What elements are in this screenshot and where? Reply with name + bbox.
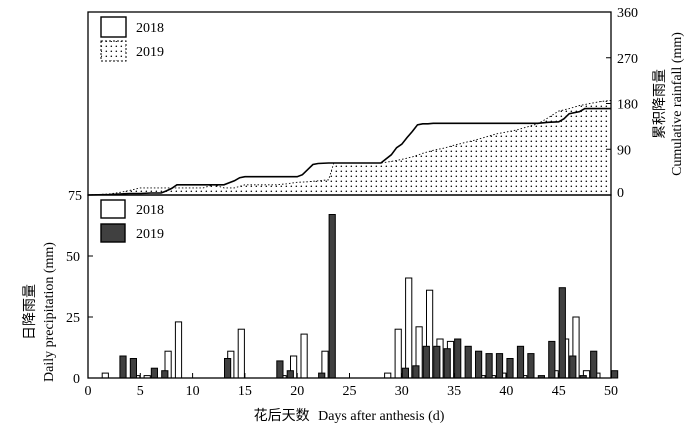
x-tick-label: 0 — [85, 384, 92, 399]
bar-2019 — [558, 287, 566, 379]
bar-2019 — [611, 370, 619, 379]
bar-2019 — [129, 358, 138, 379]
bar-2019 — [328, 214, 336, 379]
bar-2019 — [454, 338, 462, 379]
right-axis-ticks: 0 90 180 270 360 — [606, 6, 638, 201]
x-tick-label: 20 — [290, 384, 304, 399]
right-axis-title-cn: 累积降雨量 — [652, 69, 668, 139]
bar-2019 — [464, 345, 472, 379]
bar-2019 — [590, 350, 598, 379]
x-tick-label: 50 — [604, 384, 618, 399]
right-axis-title-en: Cumulative rainfall (mm) — [670, 32, 685, 176]
legend-label-2019: 2019 — [136, 45, 164, 60]
legend-swatch-2019-bar — [100, 223, 126, 243]
x-axis-title-cn: 花后天数 — [254, 408, 310, 424]
top-panel: 0 90 180 270 360 75 2018 2019 累积降雨量 Cumulati… — [68, 6, 685, 204]
legend-swatch-2019-area — [100, 40, 127, 62]
left-axis-title-cn: 日降雨量 — [22, 284, 38, 340]
bar-2019 — [318, 372, 326, 379]
left-tick-label: 50 — [66, 250, 80, 265]
bar-2019 — [548, 340, 556, 379]
series-2018-cumulative-line — [87, 107, 611, 196]
bar-2019 — [485, 353, 493, 379]
x-tick-label: 15 — [238, 384, 252, 399]
bar-2019 — [569, 355, 577, 379]
left-tick-label: 25 — [66, 311, 80, 326]
legend-swatch-2018-bar — [100, 199, 126, 219]
top-left-label: 75 — [68, 189, 82, 204]
bar-2019 — [443, 348, 451, 379]
x-axis-title: 花后天数 Days after anthesis (d) — [254, 408, 445, 424]
x-axis-ticks: 0 5 10 15 20 25 30 35 40 45 50 — [85, 373, 618, 399]
bar-2019 — [412, 365, 420, 379]
bar-2018 — [174, 321, 183, 379]
bar-2019 — [422, 345, 430, 379]
legend-label-2019: 2019 — [136, 227, 164, 242]
x-tick-label: 30 — [395, 384, 409, 399]
bar-2019 — [119, 355, 127, 379]
legend-label-2018: 2018 — [136, 21, 164, 36]
right-tick-label: 270 — [617, 52, 638, 67]
bar-2019 — [286, 370, 294, 379]
series-2019-cumulative-area — [87, 99, 612, 196]
bar-2019 — [401, 367, 409, 379]
bar-2019 — [527, 353, 535, 379]
bar-2018 — [394, 328, 402, 379]
bar-2018 — [384, 372, 392, 379]
bottom-plot-frame — [87, 194, 612, 379]
bar-2018 — [300, 333, 308, 379]
right-tick-label: 90 — [617, 143, 631, 158]
right-tick-label: 180 — [617, 98, 638, 113]
left-tick-label: 0 — [73, 372, 80, 387]
left-axis-ticks: 0 25 50 — [66, 194, 93, 387]
x-tick-label: 45 — [552, 384, 566, 399]
bottom-legend: 2018 2019 — [100, 199, 164, 243]
x-tick-label: 5 — [137, 384, 144, 399]
bar-2018 — [237, 328, 245, 379]
bar-2019 — [495, 353, 504, 379]
bottom-panel: 0 25 50 0 5 10 15 20 25 30 35 40 45 50 2018 2019 日降雨… — [22, 194, 619, 424]
right-tick-label: 0 — [617, 186, 624, 201]
x-axis-title-en: Days after anthesis (d) — [318, 409, 445, 424]
bar-2019 — [516, 345, 525, 379]
bar-2018 — [405, 277, 413, 379]
bar-2019 — [433, 345, 441, 379]
bar-2019 — [224, 358, 232, 379]
bar-2019 — [276, 360, 284, 379]
top-legend: 2018 2019 — [100, 16, 164, 62]
x-tick-label: 40 — [499, 384, 513, 399]
bar-2019 — [150, 367, 159, 379]
x-tick-label: 25 — [343, 384, 357, 399]
bar-2019 — [161, 370, 169, 379]
x-tick-label: 10 — [186, 384, 200, 399]
legend-swatch-2018-line — [100, 16, 127, 38]
bar-2018 — [101, 372, 109, 379]
legend-label-2018: 2018 — [136, 203, 164, 218]
bar-2019 — [506, 358, 514, 379]
bar-2019 — [475, 350, 483, 379]
right-tick-label: 360 — [617, 6, 638, 21]
x-tick-label: 35 — [447, 384, 461, 399]
left-axis-title-en: Daily precipitation (mm) — [42, 242, 57, 382]
daily-bars — [101, 214, 619, 379]
